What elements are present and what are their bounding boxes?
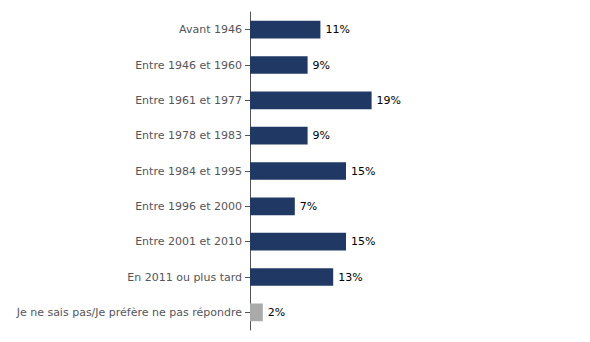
svg-text:11%: 11% [325, 23, 349, 36]
svg-text:En 2011 ou plus tard: En 2011 ou plus tard [127, 271, 242, 284]
svg-text:Entre 1984 et 1995: Entre 1984 et 1995 [135, 165, 242, 178]
svg-text:13%: 13% [338, 271, 362, 284]
svg-text:Avant 1946: Avant 1946 [179, 23, 242, 36]
svg-text:2%: 2% [268, 306, 285, 319]
svg-text:Entre 1961 et 1977: Entre 1961 et 1977 [135, 94, 242, 107]
svg-text:Je ne sais pas/Je préfère ne p: Je ne sais pas/Je préfère ne pas répondr… [16, 306, 243, 319]
svg-text:9%: 9% [313, 129, 330, 142]
svg-text:9%: 9% [313, 59, 330, 72]
svg-text:Entre 1996 et 2000: Entre 1996 et 2000 [135, 200, 242, 213]
svg-text:Entre 1978 et 1983: Entre 1978 et 1983 [135, 129, 242, 142]
svg-text:Entre 1946 et 1960: Entre 1946 et 1960 [135, 59, 242, 72]
svg-text:15%: 15% [351, 235, 375, 248]
svg-text:15%: 15% [351, 165, 375, 178]
svg-text:Entre 2001 et 2010: Entre 2001 et 2010 [135, 235, 242, 248]
svg-text:19%: 19% [377, 94, 401, 107]
svg-text:7%: 7% [300, 200, 317, 213]
